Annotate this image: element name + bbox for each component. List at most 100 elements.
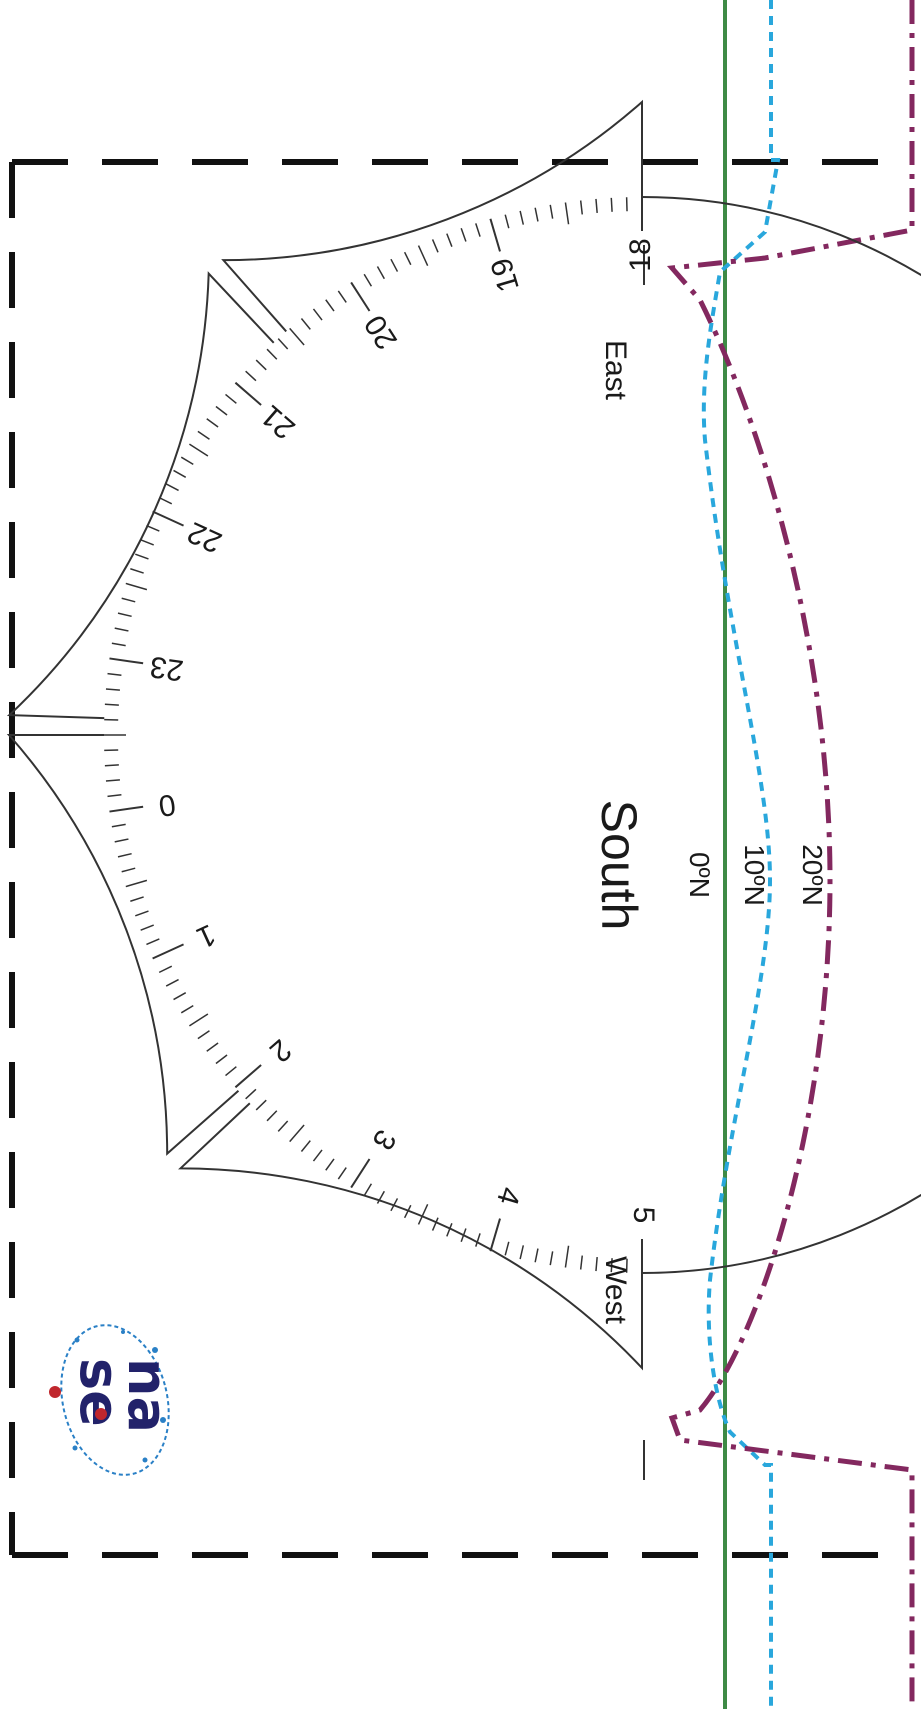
hour-minor-tick: [431, 239, 439, 253]
hour-minor-tick: [325, 299, 335, 312]
hour-minor-tick: [135, 910, 149, 917]
hour-minor-tick: [549, 204, 554, 219]
hour-minor-tick: [117, 852, 132, 858]
hour-minor-tick: [289, 1124, 305, 1143]
hour-major-tick: [109, 657, 144, 665]
hour-minor-tick: [446, 1223, 453, 1237]
hour-minor-tick: [146, 524, 160, 532]
hour-minor-tick: [431, 1217, 439, 1231]
logo-red-dot-1: [49, 1386, 61, 1398]
hour-minor-tick: [146, 938, 160, 946]
hour-minor-tick: [107, 672, 122, 677]
hour-minor-tick: [180, 456, 194, 466]
dial-tab-3: [6, 271, 275, 720]
latitude-label-0n: 0ºN: [684, 852, 715, 898]
hour-minor-tick: [140, 539, 154, 546]
hour-minor-tick: [197, 430, 210, 440]
hour-minor-tick: [460, 1228, 467, 1242]
hour-minor-tick: [446, 233, 453, 247]
hour-minor-tick: [180, 1004, 194, 1014]
south-label: South: [591, 800, 647, 931]
hour-minor-tick: [277, 338, 289, 350]
hour-minor-tick: [125, 879, 148, 888]
hour-minor-tick: [189, 443, 209, 457]
hour-minor-tick: [534, 1248, 539, 1263]
hour-major-tick: [350, 281, 371, 312]
logo-star-dot: [72, 1445, 78, 1451]
latitude-label-20n: 20ºN: [797, 844, 828, 906]
hour-minor-tick: [376, 1190, 385, 1204]
hour-minor-tick: [107, 793, 122, 798]
hour-major-tick: [152, 510, 184, 527]
hour-minor-tick: [610, 1258, 613, 1273]
dial-tab-4: [221, 99, 643, 333]
hour-major-tick: [109, 805, 144, 813]
hour-scale-arc: [641, 196, 921, 1274]
hour-minor-tick: [519, 1245, 525, 1260]
hour-label-22: 22: [183, 515, 227, 559]
hour-minor-tick: [140, 924, 154, 931]
logo-star-dot: [142, 1457, 148, 1463]
hour-minor-tick: [225, 393, 237, 404]
hour-label-5: 5: [627, 1207, 660, 1224]
hour-labels: 5 4 3 2 1 0 23 22 21 20 19 18: [148, 238, 660, 1223]
nase-logo-icon: na se: [49, 1324, 179, 1476]
hour-minor-tick: [105, 779, 120, 782]
hour-minor-tick: [121, 867, 136, 873]
hour-minor-tick: [158, 965, 173, 974]
hour-minor-tick: [104, 764, 119, 767]
hour-minor-tick: [475, 223, 481, 237]
hour-minor-tick: [300, 318, 311, 330]
hour-minor-tick: [417, 245, 429, 266]
hour-minor-tick: [475, 1233, 481, 1247]
hour-minor-tick: [417, 1204, 429, 1225]
hour-minor-tick: [312, 308, 323, 321]
hour-label-21: 21: [255, 398, 302, 445]
west-label: West: [599, 1256, 632, 1324]
hour-minor-tick: [255, 359, 267, 371]
hour-minor-tick: [111, 642, 126, 647]
logo-star-dot: [152, 1347, 158, 1353]
hour-minor-tick: [197, 1030, 210, 1040]
hour-minor-tick: [363, 273, 373, 287]
hour-minor-tick: [504, 214, 510, 229]
hour-minor-tick: [255, 1099, 267, 1111]
hour-minor-tick: [300, 1140, 311, 1152]
hour-label-0: 0: [157, 787, 178, 822]
hour-label-3: 3: [365, 1124, 402, 1156]
hour-minor-tick: [125, 582, 148, 591]
latitude-line-10n: [701, 0, 781, 1709]
hour-minor-tick: [206, 418, 219, 428]
hour-minor-tick: [337, 1167, 347, 1180]
hour-minor-tick: [266, 1110, 278, 1122]
hour-minor-tick: [130, 568, 144, 574]
latitude-line-20n: [666, 0, 915, 1709]
hour-minor-tick: [215, 405, 228, 416]
hour-minor-tick: [245, 1088, 257, 1100]
hour-label-23: 23: [148, 650, 186, 687]
hour-minor-tick: [610, 197, 613, 212]
hour-minor-tick: [130, 896, 144, 902]
hour-major-tick: [489, 218, 501, 252]
hour-minor-tick: [595, 1257, 598, 1272]
hour-ticks: [104, 197, 643, 1273]
hour-minor-tick: [403, 1204, 412, 1219]
hour-minor-tick: [277, 1120, 289, 1132]
hour-minor-tick: [114, 838, 129, 843]
svg-text:na: na: [116, 1358, 179, 1433]
hour-minor-tick: [266, 348, 278, 360]
hour-minor-tick: [105, 688, 120, 691]
hour-minor-tick: [114, 627, 129, 632]
logo-star-dot: [160, 1417, 166, 1423]
hour-label-20: 20: [358, 309, 404, 355]
dial-tabs: [6, 99, 643, 1371]
hour-minor-tick: [390, 1198, 399, 1212]
hour-dial: [6, 99, 921, 1480]
hour-minor-tick: [104, 703, 119, 706]
hour-minor-tick: [215, 1054, 228, 1065]
hour-minor-tick: [165, 483, 179, 492]
hour-minor-tick: [289, 327, 305, 346]
hour-minor-tick: [363, 1183, 373, 1197]
hour-minor-tick: [579, 1255, 584, 1270]
